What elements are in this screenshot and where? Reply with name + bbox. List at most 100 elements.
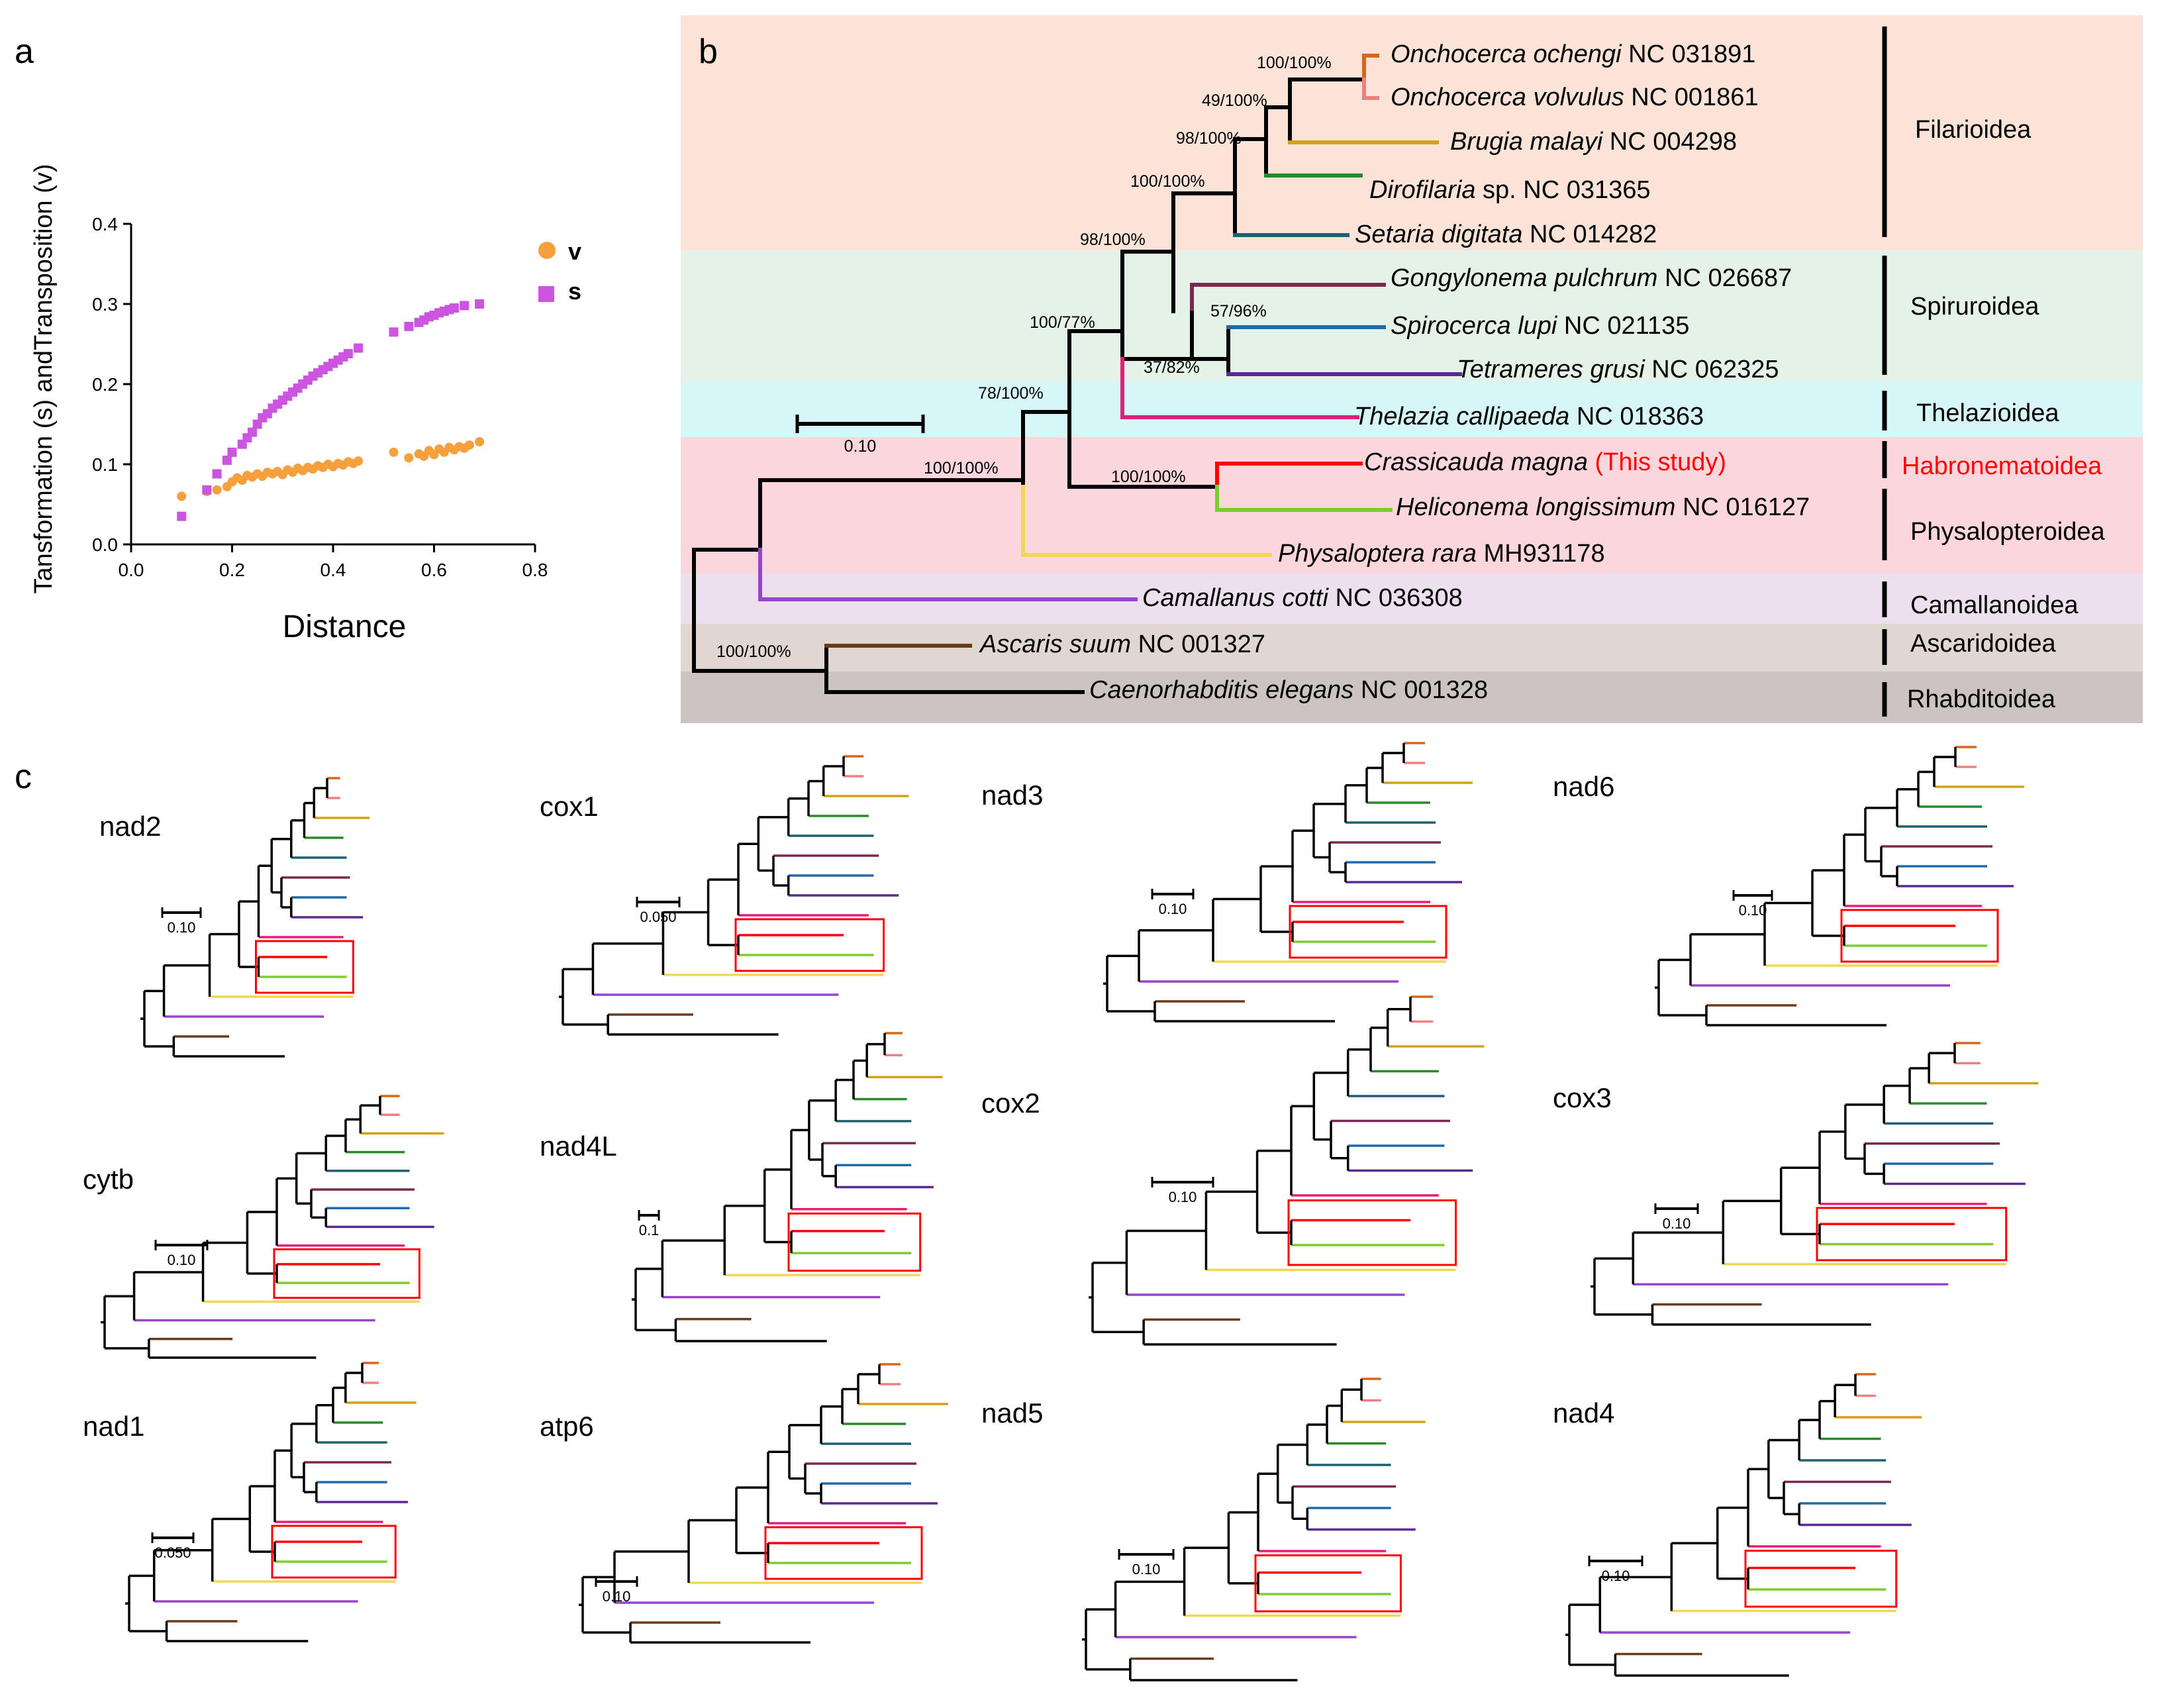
gene-tree-scale-label: 0.10 (1132, 1561, 1161, 1578)
superfamily-label: Habronematoidea (1902, 452, 2102, 480)
gene-tree-scale-label: 0.050 (640, 909, 676, 925)
y-tick-label: 0.0 (92, 534, 118, 555)
taxon-accession: NC 018363 (1569, 403, 1704, 430)
support-value: 98/100% (1176, 129, 1242, 148)
taxon-label: Physaloptera rara MH931178 (1278, 540, 1605, 568)
gene-tree-nad6: nad6 0.10 (1553, 746, 2024, 1027)
taxon-name: Dirofilaria (1369, 176, 1475, 204)
taxon-label: Brugia malayi NC 004298 (1450, 128, 1737, 156)
taxon-name: Crassicauda magna (1364, 448, 1588, 476)
taxon-accession: NC 062325 (1645, 356, 1779, 383)
panel-c: c nad2 0.10 cox1 0.050 nad3 0.10 nad6 0.10 cytb 0… (15, 742, 2039, 1682)
legend-marker-s (538, 286, 554, 302)
taxon-accession: NC 021135 (1557, 312, 1689, 340)
taxon-accession: MH931178 (1477, 540, 1605, 568)
taxon-name: Onchocerca volvulus (1391, 83, 1624, 111)
taxon-name: Camallanus cotti (1142, 584, 1329, 612)
taxon-accession: NC 016127 (1675, 493, 1810, 521)
scale-label: 0.10 (844, 437, 877, 456)
gene-tree-label: cytb (83, 1164, 134, 1195)
gene-tree-scale-label: 0.10 (1739, 902, 1767, 919)
data-point-s (212, 469, 222, 479)
superfamily-label: Physalopteroidea (1910, 518, 2106, 546)
support-value: 100/77% (1030, 313, 1095, 332)
taxon-label: Camallanus cotti NC 036308 (1142, 584, 1463, 612)
panel-b: b 0.10 (681, 15, 2143, 723)
support-value: 98/100% (1080, 230, 1146, 249)
taxon-accession: NC 026687 (1657, 264, 1792, 292)
taxon-accession: NC 004298 (1602, 128, 1737, 156)
taxon-name: Onchocerca ochengi (1391, 40, 1622, 68)
taxon-accession: NC 014282 (1523, 221, 1657, 248)
support-value: 49/100% (1202, 91, 1267, 110)
highlight-box (1287, 1199, 1457, 1266)
support-value: 100/100% (1111, 468, 1186, 486)
data-point-v (464, 440, 474, 450)
gene-tree-nad2: nad2 0.10 (99, 777, 370, 1058)
taxon-name: Thelazia callipaeda (1354, 403, 1569, 430)
taxon-name: Gongylonema pulchrum (1391, 264, 1657, 292)
highlight-box (787, 1212, 922, 1272)
data-point-s (343, 349, 353, 359)
x-tick-label: 0.8 (522, 560, 548, 580)
taxon-name: Spirocerca lupi (1391, 312, 1558, 340)
taxon-accession: NC 036308 (1328, 584, 1463, 612)
highlight-box (1840, 909, 1999, 963)
band-spiruroidea (681, 250, 2143, 381)
legend-label-v: v (568, 238, 581, 265)
panel-label-a: a (15, 32, 34, 71)
support-values: 100/100% 49/100% 98/100% 100/100% 98/100… (716, 54, 1332, 661)
gene-tree-label: nad5 (981, 1397, 1043, 1429)
taxon-label: Tetrameres grusi NC 062325 (1457, 356, 1779, 383)
taxon-label: Onchocerca ochengi NC 031891 (1391, 40, 1755, 68)
y-tick-label: 0.3 (92, 294, 118, 315)
data-point-v (389, 447, 399, 457)
data-point-s (450, 303, 459, 313)
gene-tree-label: nad6 (1553, 771, 1614, 802)
gene-tree-nad3: nad3 0.10 (981, 742, 1473, 1023)
taxon-label: Crassicauda magna (This study) (1364, 448, 1726, 476)
superfamily-labels: Filarioidea Spiruroidea Thelazioidea Hab… (1902, 116, 2106, 713)
taxon-label: Caenorhabditis elegans NC 001328 (1089, 676, 1488, 704)
panel-a: a 0.0 0.2 0.4 0.6 0.8 0.0 0.1 0.2 0.3 0.4 Distanc… (15, 32, 581, 644)
gene-tree-scale-label: 0.10 (1169, 1189, 1197, 1205)
data-point-v (354, 456, 364, 466)
taxon-label: Dirofilaria sp. NC 031365 (1369, 176, 1651, 204)
data-point-s (202, 485, 212, 495)
highlight-box (255, 940, 354, 994)
gene-tree-cox1: cox1 0.050 (540, 755, 909, 1036)
tree-branches (692, 54, 1462, 694)
gene-tree-label: atp6 (540, 1411, 594, 1442)
taxon-label: Ascaris suum NC 001327 (979, 630, 1265, 658)
scale-bar: 0.10 (795, 415, 925, 456)
gene-tree-label: nad4L (540, 1130, 617, 1162)
band-filarioidea (681, 15, 2143, 250)
data-point-s (354, 343, 364, 353)
superfamily-label: Spiruroidea (1910, 293, 2039, 321)
gene-tree-label: nad4 (1553, 1397, 1614, 1429)
gene-tree-nad4: nad4 0.10 (1553, 1373, 1922, 1677)
taxon-accession: NC 001861 (1624, 83, 1759, 111)
support-value: 100/100% (924, 459, 999, 477)
superfamily-label: Camallanoidea (1910, 591, 2079, 619)
gene-tree-label: nad2 (99, 811, 161, 842)
taxon-accession: sp. NC 031365 (1475, 176, 1650, 204)
data-point-s (177, 511, 187, 521)
data-point-s (227, 447, 237, 457)
gene-tree-nad1: nad1 0.050 (83, 1362, 417, 1642)
support-value: 100/100% (1130, 172, 1205, 191)
y-axis-label: Tansformation (s) andTransposition (v) (30, 164, 58, 593)
taxon-labels: Onchocerca ochengi NC 031891 Onchocerca … (979, 40, 1810, 704)
data-point-v (212, 485, 222, 495)
scatter-axes: 0.0 0.2 0.4 0.6 0.8 0.0 0.1 0.2 0.3 0.4 (92, 214, 548, 580)
taxon-label: Thelazia callipaeda NC 018363 (1354, 403, 1704, 430)
data-point-s (222, 455, 232, 465)
highlight-box (1816, 1207, 2008, 1262)
gene-tree-label: cox3 (1553, 1082, 1612, 1113)
y-tick-label: 0.4 (92, 214, 118, 234)
x-tick-label: 0.6 (421, 560, 447, 580)
data-point-v (404, 453, 414, 463)
gene-tree-cox2: cox2 0.10 (981, 995, 1485, 1346)
